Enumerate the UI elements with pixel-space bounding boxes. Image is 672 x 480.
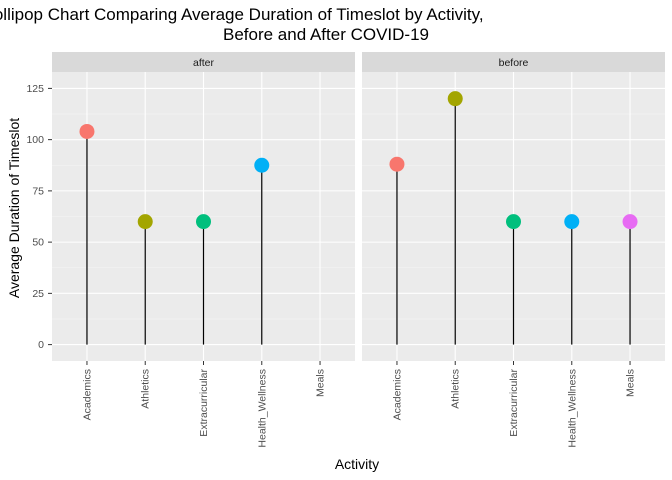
lollipop-dot — [447, 91, 463, 107]
x-tick-label: Athletics — [450, 369, 462, 409]
lollipop-dot — [506, 214, 521, 230]
x-tick-label: Extracurricular — [198, 369, 210, 437]
y-axis-title: Average Duration of Timeslot — [6, 118, 22, 298]
chart-title-line-1: Lollipop Chart Comparing Average Duratio… — [0, 5, 484, 24]
y-tick-label: 0 — [38, 339, 44, 351]
plot-layer: 0 25 50 75 100 125 after Academics Athletics Extr… — [26, 52, 665, 448]
y-tick-label: 100 — [26, 134, 44, 146]
y-tick-label: 75 — [32, 185, 44, 197]
x-tick-label: Academics — [81, 369, 93, 420]
facet-strip — [362, 52, 665, 72]
lollipop-dot — [622, 214, 638, 230]
lollipop-dot — [389, 156, 405, 172]
chart-title-line-2: Before and After COVID-19 — [223, 25, 429, 44]
x-tick-label: Academics — [391, 369, 403, 420]
y-tick-label: 50 — [32, 237, 44, 249]
x-tick-label: Athletics — [140, 369, 152, 409]
y-tick-label: 25 — [32, 288, 44, 300]
x-tick-label: Health_Wellness — [256, 369, 268, 448]
x-tick-label: Extracurricular — [508, 369, 520, 437]
y-tick-label: 125 — [26, 83, 44, 95]
x-tick-label: Meals — [625, 369, 637, 397]
lollipop-dot — [79, 123, 95, 139]
x-tick-label: Health_Wellness — [566, 369, 578, 448]
facet-strip — [52, 52, 355, 72]
lollipop-dot — [564, 214, 580, 230]
facet-strip-label: after — [193, 57, 215, 69]
lollipop-dot — [254, 157, 270, 173]
x-axis-title: Activity — [335, 456, 379, 472]
facet-strip-label: before — [499, 57, 529, 69]
x-tick-label: Meals — [315, 369, 327, 397]
lollipop-dot — [137, 214, 153, 230]
lollipop-dot — [196, 214, 211, 230]
